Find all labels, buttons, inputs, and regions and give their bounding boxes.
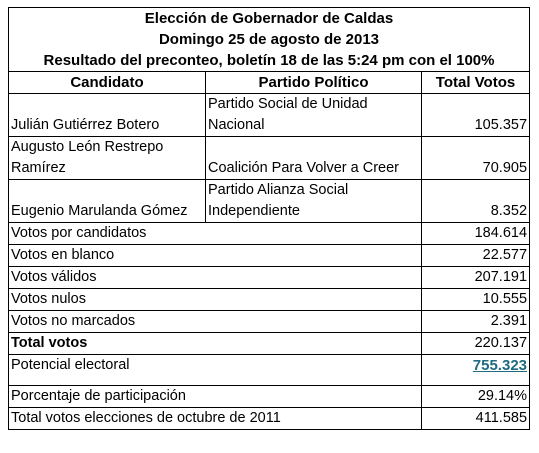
summary-value-cell: 755.323 [420, 354, 531, 386]
summary-row-en-blanco: Votos en blanco 22.577 [8, 244, 531, 267]
summary-value: 10.555 [420, 288, 531, 311]
summary-label: Total votos [8, 332, 422, 355]
summary-row-no-marcados: Votos no marcados 2.391 [8, 310, 531, 333]
title-row: Elección de Gobernador de Caldas Domingo… [7, 7, 531, 72]
summary-label: Votos en blanco [8, 244, 422, 267]
candidate-votes: 105.357 [420, 93, 531, 137]
title-line-3: Resultado del preconteo, boletín 18 de l… [43, 52, 495, 69]
summary-row-nulos: Votos nulos 10.555 [8, 288, 531, 311]
summary-value: 207.191 [420, 266, 531, 289]
title-line-2: Domingo 25 de agosto de 2013 [158, 31, 380, 48]
summary-label: Votos válidos [8, 266, 422, 289]
summary-label: Votos no marcados [8, 310, 422, 333]
summary-value: 22.577 [420, 244, 531, 267]
summary-row-total: Total votos 220.137 [8, 332, 531, 355]
header-row: Candidato Partido Político Total Votos [8, 71, 531, 94]
table-title: Elección de Gobernador de Caldas Domingo… [7, 7, 531, 72]
summary-value: 220.137 [420, 332, 531, 355]
table-row: Augusto León Restrepo Ramírez Coalición … [8, 136, 531, 180]
candidate-name: Augusto León Restrepo Ramírez [8, 136, 206, 180]
candidate-party: Partido Alianza Social Independiente [205, 179, 422, 223]
summary-row-potencial: Potencial electoral 755.323 [8, 354, 531, 386]
candidate-party: Coalición Para Volver a Creer [205, 136, 422, 180]
potencial-electoral-link[interactable]: 755.323 [472, 357, 528, 374]
candidate-name: Eugenio Marulanda Gómez [8, 179, 206, 223]
election-results-table: Elección de Gobernador de Caldas Domingo… [7, 7, 531, 430]
header-total: Total Votos [420, 71, 531, 94]
summary-value: 2.391 [420, 310, 531, 333]
summary-label: Porcentaje de participación [8, 385, 422, 408]
summary-row-validos: Votos válidos 207.191 [8, 266, 531, 289]
summary-row-octubre-2011: Total votos elecciones de octubre de 201… [8, 407, 531, 430]
summary-value: 411.585 [420, 407, 531, 430]
table-row: Eugenio Marulanda Gómez Partido Alianza … [8, 179, 531, 223]
header-candidate: Candidato [8, 71, 206, 94]
summary-label: Total votos elecciones de octubre de 201… [8, 407, 422, 430]
summary-row-participacion: Porcentaje de participación 29.14% [8, 385, 531, 408]
summary-value: 184.614 [420, 222, 531, 245]
summary-label: Votos por candidatos [8, 222, 422, 245]
table-row: Julián Gutiérrez Botero Partido Social d… [8, 93, 531, 137]
title-line-1: Elección de Gobernador de Caldas [144, 10, 394, 27]
candidate-party: Partido Social de Unidad Nacional [205, 93, 422, 137]
header-party: Partido Político [205, 71, 422, 94]
candidate-votes: 8.352 [420, 179, 531, 223]
candidate-votes: 70.905 [420, 136, 531, 180]
summary-label: Votos nulos [8, 288, 422, 311]
candidate-name: Julián Gutiérrez Botero [8, 93, 206, 137]
summary-row-por-candidatos: Votos por candidatos 184.614 [8, 222, 531, 245]
summary-label: Potencial electoral [8, 354, 422, 386]
summary-value: 29.14% [420, 385, 531, 408]
